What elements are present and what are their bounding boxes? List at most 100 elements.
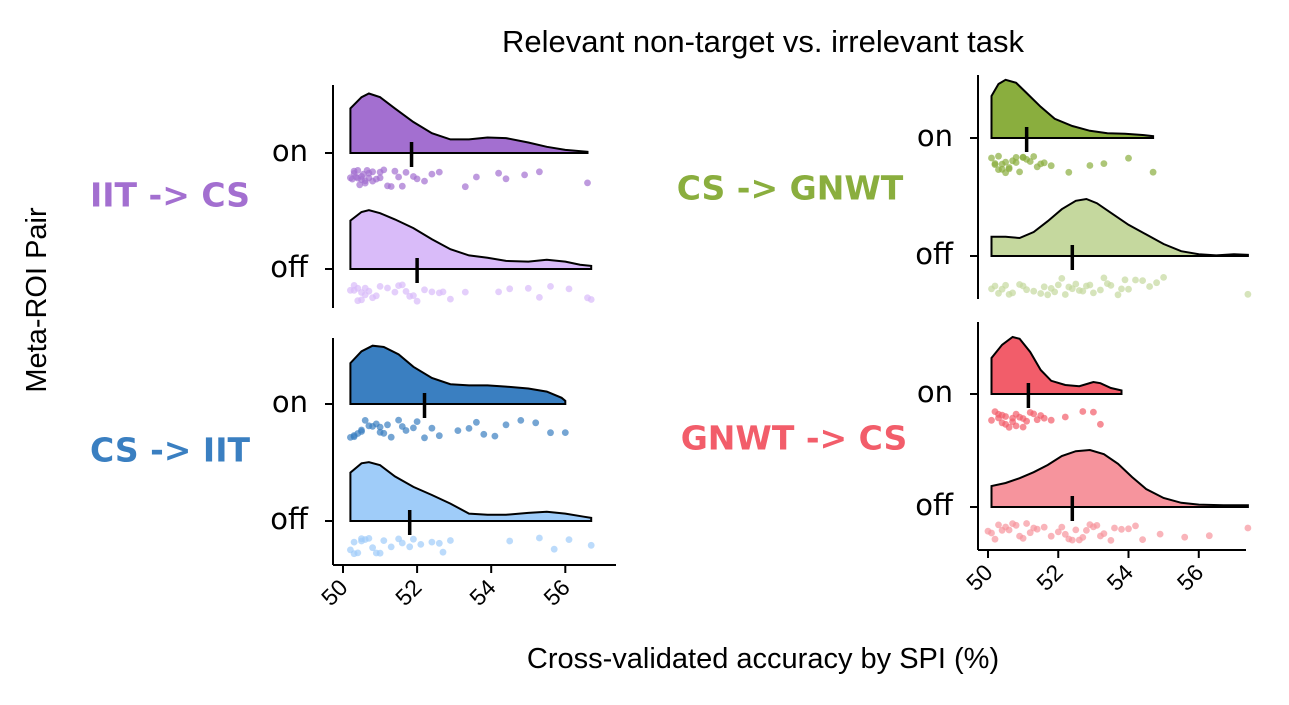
data-point — [1121, 276, 1129, 284]
data-point — [395, 173, 402, 181]
data-point — [428, 424, 436, 432]
data-point — [461, 183, 469, 191]
data-point — [991, 160, 999, 167]
data-point — [384, 421, 391, 429]
density-on — [349, 344, 567, 405]
chart-title: Relevant non-target vs. irrelevant task — [502, 24, 1025, 59]
density-on — [990, 78, 1155, 139]
data-point — [1061, 291, 1069, 298]
data-point — [1051, 288, 1059, 296]
data-point — [561, 429, 569, 436]
data-point — [358, 296, 365, 304]
data-point — [1030, 410, 1038, 418]
data-point — [402, 427, 410, 434]
data-point — [524, 284, 532, 292]
data-point — [1040, 523, 1048, 531]
data-point — [410, 535, 417, 543]
data-point — [1244, 524, 1252, 532]
data-point — [354, 549, 362, 557]
data-point — [1026, 158, 1034, 165]
data-point — [1033, 525, 1041, 533]
data-point — [1068, 285, 1076, 293]
data-point — [988, 154, 995, 162]
category-label-off: off — [915, 237, 954, 271]
data-point — [413, 175, 421, 183]
x-axis-title: Cross-validated accuracy by SPI (%) — [527, 643, 999, 675]
data-point — [1100, 160, 1108, 168]
data-point — [1005, 423, 1013, 431]
data-point — [565, 536, 573, 543]
panel-3: GNWT -> CS on off 50 52 54 56 — [681, 322, 1252, 596]
data-point — [1107, 537, 1115, 544]
data-point — [1083, 527, 1090, 534]
data-point — [350, 538, 358, 546]
x-tick-label: 50 — [316, 574, 352, 610]
data-point — [536, 294, 543, 301]
data-point — [1019, 534, 1027, 542]
data-point — [406, 543, 414, 551]
x-tick-label: 56 — [1172, 559, 1208, 595]
data-point — [1139, 536, 1146, 543]
data-point — [1097, 420, 1104, 428]
data-point — [1097, 286, 1104, 294]
data-point — [536, 534, 543, 542]
category-label-on: on — [917, 375, 953, 409]
data-point — [1012, 521, 1020, 529]
density-on — [349, 92, 589, 154]
data-point — [1068, 536, 1076, 544]
panel-1: CS -> IIT on off 50 52 54 56 — [90, 338, 616, 611]
data-point — [428, 170, 436, 178]
data-point — [988, 416, 995, 424]
data-point — [1054, 528, 1062, 536]
category-label-off: off — [270, 502, 309, 536]
data-point — [354, 167, 362, 174]
data-point — [372, 292, 380, 300]
data-point — [421, 177, 428, 185]
data-point — [1040, 283, 1048, 291]
category-label-on: on — [272, 134, 308, 168]
data-point — [502, 421, 510, 429]
data-point — [356, 181, 364, 189]
panel-0: IIT -> CS on off — [90, 85, 595, 308]
data-point — [1019, 423, 1027, 431]
data-point — [517, 417, 525, 424]
data-point — [435, 168, 443, 176]
data-point — [1072, 280, 1080, 288]
density-off — [990, 448, 1249, 508]
data-point — [495, 169, 502, 177]
data-point — [461, 288, 469, 296]
data-point — [1065, 168, 1073, 176]
data-point — [398, 281, 406, 289]
data-point — [1156, 530, 1164, 538]
panel-label: GNWT -> CS — [681, 419, 908, 458]
x-tick-label: 50 — [961, 559, 997, 595]
panel-2: CS -> GNWT on off — [677, 75, 1252, 299]
data-point — [384, 284, 391, 292]
data-point — [376, 174, 384, 182]
data-point — [1030, 287, 1038, 295]
data-point — [395, 416, 402, 424]
data-point — [1037, 290, 1045, 297]
x-tick-label: 56 — [538, 574, 574, 610]
data-point — [1079, 287, 1087, 295]
data-point — [1012, 422, 1020, 430]
data-point — [380, 166, 388, 174]
data-point — [421, 434, 428, 442]
data-point — [428, 538, 436, 546]
data-point — [495, 288, 502, 296]
data-point — [1125, 285, 1132, 293]
data-point — [1061, 413, 1069, 421]
data-point — [565, 285, 573, 293]
data-point — [1005, 526, 1013, 534]
data-point — [506, 537, 514, 545]
data-point — [587, 541, 595, 549]
data-point — [1090, 408, 1097, 416]
data-point — [991, 282, 999, 290]
data-point — [410, 424, 417, 432]
data-point — [398, 182, 406, 190]
panel-label: CS -> GNWT — [677, 169, 904, 208]
data-point — [1044, 291, 1052, 299]
data-point — [995, 152, 1002, 160]
data-point — [387, 543, 395, 551]
data-point — [1079, 408, 1087, 415]
